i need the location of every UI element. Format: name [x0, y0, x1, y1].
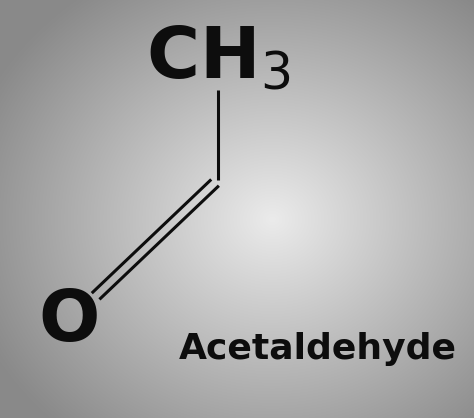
Text: O: O: [38, 287, 100, 357]
Text: Acetaldehyde: Acetaldehyde: [179, 332, 456, 366]
Text: CH$_3$: CH$_3$: [146, 24, 290, 93]
